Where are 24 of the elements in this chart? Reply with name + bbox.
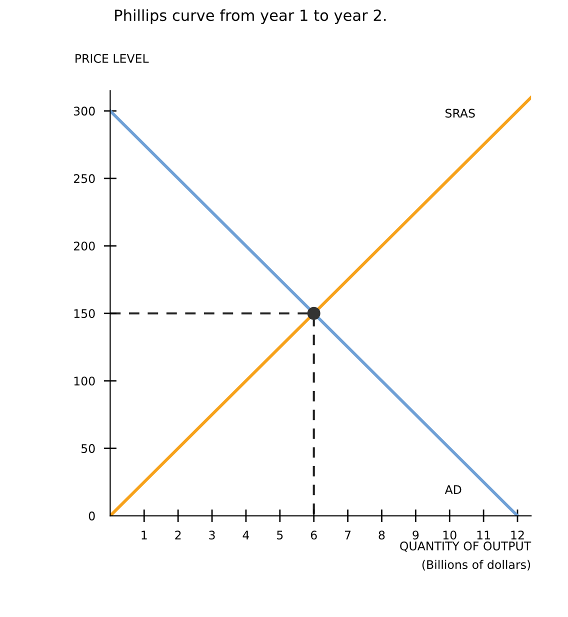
y-tick-label: 200 bbox=[74, 242, 95, 251]
y-tick-label: 150 bbox=[74, 309, 95, 318]
x-tick-label: 10 bbox=[443, 530, 456, 540]
x-tick-label: 3 bbox=[209, 530, 215, 540]
x-tick-label: 11 bbox=[477, 530, 490, 540]
text: Phillips curve from year 1 to year 2. bbox=[115, 9, 386, 24]
series-label: AD bbox=[444, 485, 462, 494]
x-tick-label: 2 bbox=[175, 530, 181, 540]
x-tick-label: 5 bbox=[277, 530, 283, 540]
text: SRAS bbox=[446, 108, 475, 118]
x-axis-title: QUANTITY OF OUTPUT (Billions of dollars) bbox=[400, 542, 532, 570]
y-tick-label: 0 bbox=[88, 512, 95, 520]
y-axis-title: PRICE LEVEL bbox=[76, 54, 149, 63]
x-tick-label: 9 bbox=[412, 530, 419, 540]
y-tick-label: 50 bbox=[81, 444, 95, 453]
x-tick-label: 1 bbox=[142, 530, 147, 540]
y-tick-label: 300 bbox=[74, 106, 95, 116]
x-tick-label: 12 bbox=[511, 530, 524, 540]
x-tick-label: 7 bbox=[345, 530, 351, 540]
y-tick-label: 100 bbox=[74, 376, 95, 386]
x-tick-label: 6 bbox=[310, 530, 317, 540]
x-tick-label: 4 bbox=[242, 530, 250, 540]
y-tick-label: 250 bbox=[74, 174, 95, 184]
x-tick-label: 8 bbox=[378, 530, 385, 540]
